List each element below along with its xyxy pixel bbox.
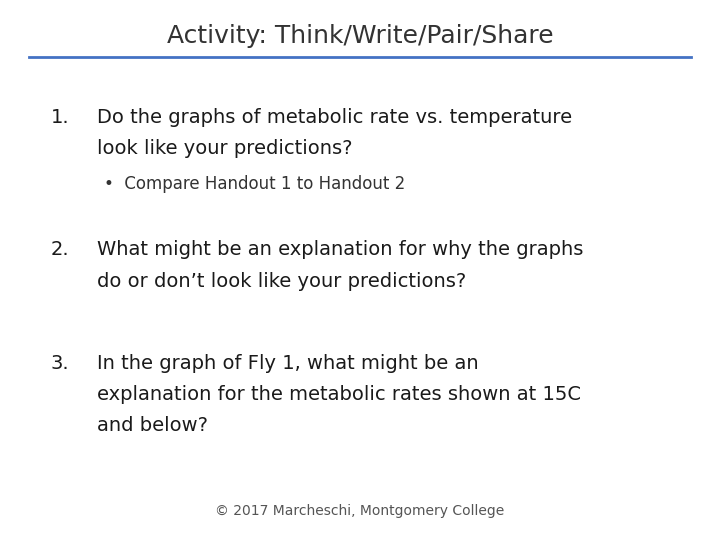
Text: © 2017 Marcheschi, Montgomery College: © 2017 Marcheschi, Montgomery College xyxy=(215,504,505,518)
Text: and below?: and below? xyxy=(97,416,208,435)
Text: look like your predictions?: look like your predictions? xyxy=(97,139,353,158)
Text: Do the graphs of metabolic rate vs. temperature: Do the graphs of metabolic rate vs. temp… xyxy=(97,108,572,127)
Text: What might be an explanation for why the graphs: What might be an explanation for why the… xyxy=(97,240,584,259)
Text: explanation for the metabolic rates shown at 15C: explanation for the metabolic rates show… xyxy=(97,385,581,404)
Text: 3.: 3. xyxy=(50,354,69,373)
Text: In the graph of Fly 1, what might be an: In the graph of Fly 1, what might be an xyxy=(97,354,479,373)
Text: •  Compare Handout 1 to Handout 2: • Compare Handout 1 to Handout 2 xyxy=(104,176,405,193)
Text: Activity: Think/Write/Pair/Share: Activity: Think/Write/Pair/Share xyxy=(167,24,553,48)
Text: do or don’t look like your predictions?: do or don’t look like your predictions? xyxy=(97,272,467,291)
Text: 1.: 1. xyxy=(50,108,69,127)
Text: 2.: 2. xyxy=(50,240,69,259)
